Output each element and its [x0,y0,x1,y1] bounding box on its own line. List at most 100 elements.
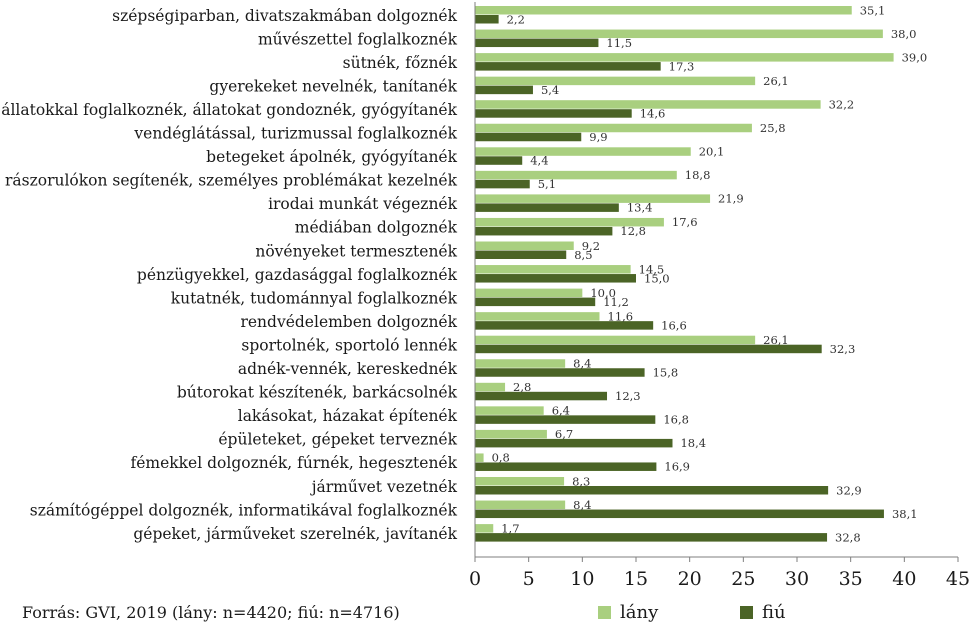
bar-lany [475,288,583,298]
data-label-fiu: 11,5 [606,36,632,50]
data-label-lany: 10,0 [590,286,616,300]
bar-lany [475,406,544,415]
data-label-fiu: 32,3 [830,342,856,356]
x-tick-label: 5 [523,568,535,590]
category-label: vendéglátással, turizmussal foglalkoznék [133,125,457,143]
data-label-fiu: 15,8 [653,366,679,380]
x-tick-label: 20 [678,568,702,590]
data-label-fiu: 5,4 [541,83,559,97]
category-label: betegeket ápolnék, gyógyítanék [206,148,457,166]
bar-fiu [475,132,582,142]
data-label-lany: 39,0 [902,50,928,64]
bar-lany [475,6,852,15]
data-label-lany: 18,8 [685,168,711,182]
bar-lany [475,429,547,439]
category-label: irodai munkát végeznék [268,195,458,213]
bar-fiu [475,85,533,95]
category-label: növényeket termesztenék [255,242,457,260]
x-axis: 0 5 10 15 20 25 30 35 40 45 [469,2,970,590]
data-label-fiu: 16,9 [664,460,690,474]
bar-lany [475,170,677,180]
data-label-lany: 26,1 [763,333,789,347]
x-tick-label: 35 [839,568,863,590]
data-label-fiu: 12,8 [620,224,646,238]
legend-swatch-lany [598,606,611,619]
data-label-fiu: 32,8 [835,530,861,544]
bar-fiu [475,415,656,424]
bar-lany [475,359,566,368]
data-label-lany: 21,9 [718,192,744,206]
data-label-lany: 8,4 [573,498,591,512]
data-label-fiu: 11,2 [603,295,629,309]
bar-fiu [475,203,619,212]
bar-lany [475,241,574,250]
data-label-lany: 26,1 [763,74,789,88]
data-label-lany: 25,8 [760,121,786,135]
source-note: Forrás: GVI, 2019 (lány: n=4420; fiú: n=… [22,603,400,622]
data-label-lany: 35,1 [860,3,886,17]
data-label-fiu: 18,4 [680,436,706,450]
bar-fiu [475,226,613,236]
category-label: sütnék, főznék [343,54,458,72]
data-label-fiu: 38,1 [892,507,918,521]
bar-fiu [475,109,632,118]
x-tick-label: 25 [731,568,755,590]
data-label-lany: 6,7 [555,427,573,441]
bar-fiu [475,368,645,377]
data-label-fiu: 2,2 [507,12,525,26]
category-label: adnék-vennék, kereskednék [238,360,458,378]
data-label-fiu: 15,0 [644,271,670,285]
bar-lany [475,194,711,203]
bar-fiu [475,250,567,259]
bar-fiu [475,15,499,24]
x-tick-label: 10 [570,568,594,590]
data-label-lany: 11,6 [608,309,634,323]
data-label-lany: 9,2 [582,239,600,253]
legend-item-lany: lány [598,602,658,623]
bar-lany [475,524,494,533]
bar-lany [475,217,664,227]
data-label-lany: 14,5 [639,262,665,276]
bar-fiu [475,156,523,165]
category-label: médiában dolgoznék [295,219,458,237]
data-label-lany: 1,7 [501,521,519,535]
category-label: járművet vezetnék [310,478,458,496]
bar-lany [475,477,565,486]
data-label-lany: 0,8 [492,451,510,465]
data-label-fiu: 17,3 [669,59,695,73]
category-label: épületeket, gépeket terveznék [218,431,457,449]
data-label-fiu: 32,9 [836,483,862,497]
legend-swatch-fiu [740,606,753,619]
bar-fiu [475,462,657,471]
bar-lany [475,76,756,86]
x-tick-label: 0 [469,568,481,590]
bar-fiu [475,533,828,542]
bars [475,6,894,542]
bar-lany [475,265,631,274]
data-label-lany: 20,1 [699,145,725,159]
bar-fiu [475,438,673,448]
bar-lany [475,453,484,462]
data-label-fiu: 5,1 [538,177,556,191]
data-label-fiu: 16,8 [663,413,689,427]
x-tick-label: 45 [946,568,970,590]
bar-lany [475,382,506,392]
bar-lany [475,335,756,345]
bar-fiu [475,179,530,189]
bar-fiu [475,391,608,401]
category-label: művészettel foglalkoznék [258,30,458,48]
bar-lany [475,100,821,109]
bar-lany [475,123,752,133]
category-labels: szépségiparban, divatszakmában dolgoznék… [1,7,457,543]
data-label-fiu: 4,4 [530,154,548,168]
bar-fiu [475,62,661,71]
data-label-lany: 17,6 [672,215,698,229]
category-label: kutatnék, tudománnyal foglalkoznék [171,289,458,307]
data-label-fiu: 16,6 [661,318,687,332]
category-label: rászorulókon segítenék, személyes problé… [5,172,458,190]
bar-lany [475,29,883,39]
bar-lany [475,147,691,156]
data-label-fiu: 8,5 [574,248,592,262]
category-label: fémekkel dolgoznék, fúrnék, hegesztenék [130,454,457,472]
